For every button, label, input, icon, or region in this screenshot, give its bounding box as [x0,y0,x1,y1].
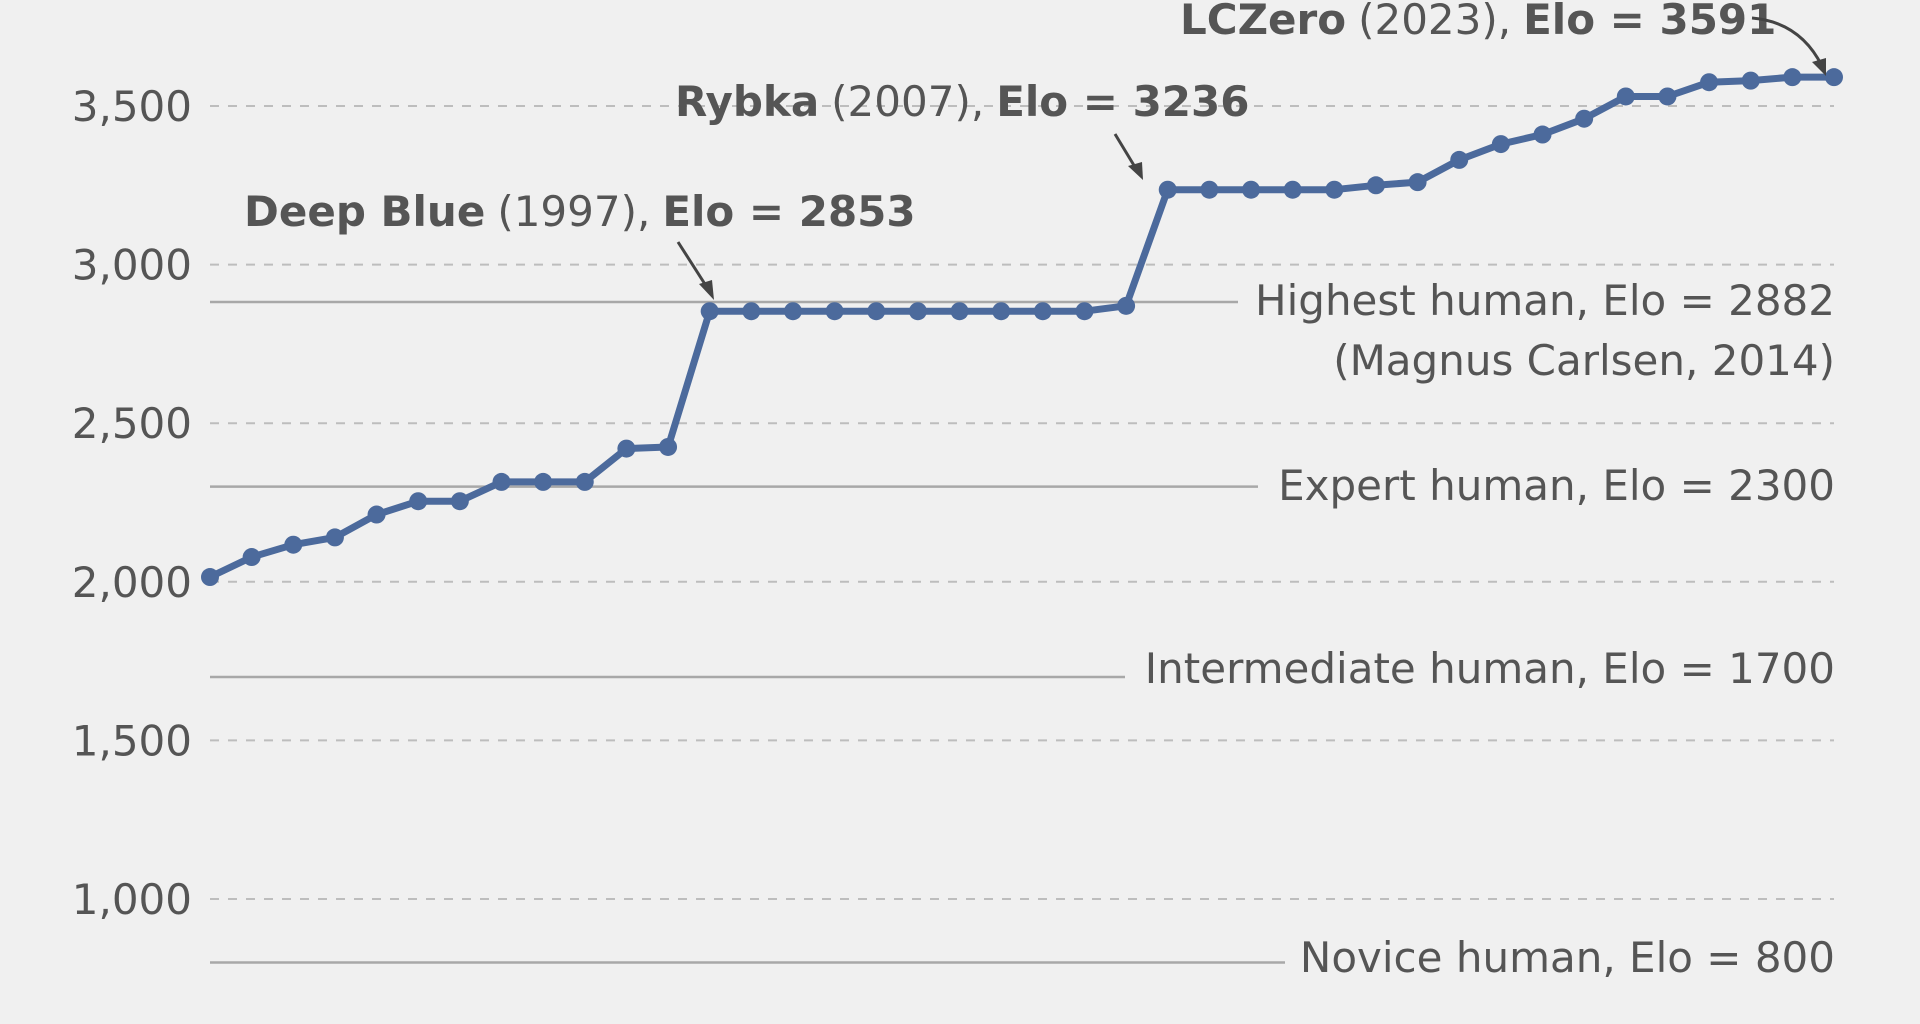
data-point-2005 [1033,302,1052,321]
ref-label-novice: Novice human, Elo = 800 [1300,933,1835,982]
data-point-2024 [1825,68,1843,87]
data-point-2018 [1575,109,1594,128]
data-point-2016 [1491,135,1510,154]
data-point-2017 [1533,125,1552,144]
data-point-1990 [409,492,428,511]
data-point-2003 [950,302,969,321]
annotation-lczero: LCZero (2023), Elo = 3591 [1180,0,1776,44]
grid-lines [210,105,1834,900]
arrow-lczero [1751,16,1824,67]
data-point-2001 [867,302,886,321]
data-point-1997 [700,302,719,321]
series-line [206,73,1838,581]
annotation-rybka: Rybka (2007), Elo = 3236 [675,77,1249,126]
data-point-1994 [575,472,594,491]
data-point-2023 [1783,68,1802,87]
y-tick-2500: 2,500 [72,399,192,448]
y-tick-3500: 3,500 [72,82,192,131]
data-point-2011 [1283,180,1302,199]
data-point-1993 [534,472,553,491]
data-point-2021 [1700,73,1719,92]
data-point-2012 [1325,180,1344,199]
annotation-lczero-year: (2023), [1358,0,1511,44]
data-point-1988 [325,528,344,547]
y-axis-ticks: 1,000 1,500 2,000 2,500 3,000 3,500 [72,82,192,924]
y-tick-1000: 1,000 [72,875,192,924]
data-point-2013 [1366,176,1385,195]
annotation-deep-blue-name: Deep Blue [244,187,485,236]
data-point-2008 [1158,180,1177,199]
data-point-1989 [367,505,386,524]
annotation-deep-blue-year: (1997), [497,187,650,236]
data-point-2020 [1658,87,1677,106]
data-point-1987 [284,535,303,554]
annotation-deep-blue: Deep Blue (1997), Elo = 2853 [244,187,916,236]
data-point-1995 [617,439,636,458]
annotation-lczero-name: LCZero [1180,0,1346,44]
y-tick-3000: 3,000 [72,241,192,290]
data-point-2019 [1616,87,1635,106]
data-point-2002 [908,302,927,321]
data-point-1998 [742,302,761,321]
ref-label-expert: Expert human, Elo = 2300 [1278,461,1835,510]
data-point-2022 [1741,71,1760,90]
annotation-rybka-elo: Elo = 3236 [996,77,1249,126]
data-point-1986 [242,548,261,567]
series-elo [201,68,1843,587]
data-point-1996 [659,437,678,456]
data-point-2004 [992,302,1011,321]
ref-label-intermediate: Intermediate human, Elo = 1700 [1145,644,1835,693]
annotation-lczero-elo: Elo = 3591 [1523,0,1776,44]
annotation-rybka-name: Rybka [675,77,819,126]
data-point-1991 [450,492,469,511]
data-point-2015 [1450,150,1469,169]
data-point-1992 [492,472,511,491]
data-point-2010 [1242,180,1261,199]
data-point-2014 [1408,173,1427,192]
arrowhead-deep-blue [699,280,714,300]
ref-label-highest: Highest human, Elo = 2882 [1255,276,1835,325]
annotation-deep-blue-elo: Elo = 2853 [662,187,915,236]
data-point-2009 [1200,180,1219,199]
annotation-rybka-year: (2007), [831,77,984,126]
data-point-2007 [1117,296,1136,315]
reference-lines [210,300,1285,964]
data-point-1985 [201,568,219,587]
arrowhead-rybka [1128,162,1143,180]
data-point-2000 [825,302,844,321]
arrowhead-lczero [1812,58,1826,76]
y-tick-2000: 2,000 [72,558,192,607]
data-point-2006 [1075,302,1094,321]
ref-label-highest-note: (Magnus Carlsen, 2014) [1333,336,1835,385]
data-point-1999 [783,302,802,321]
y-tick-1500: 1,500 [72,716,192,765]
